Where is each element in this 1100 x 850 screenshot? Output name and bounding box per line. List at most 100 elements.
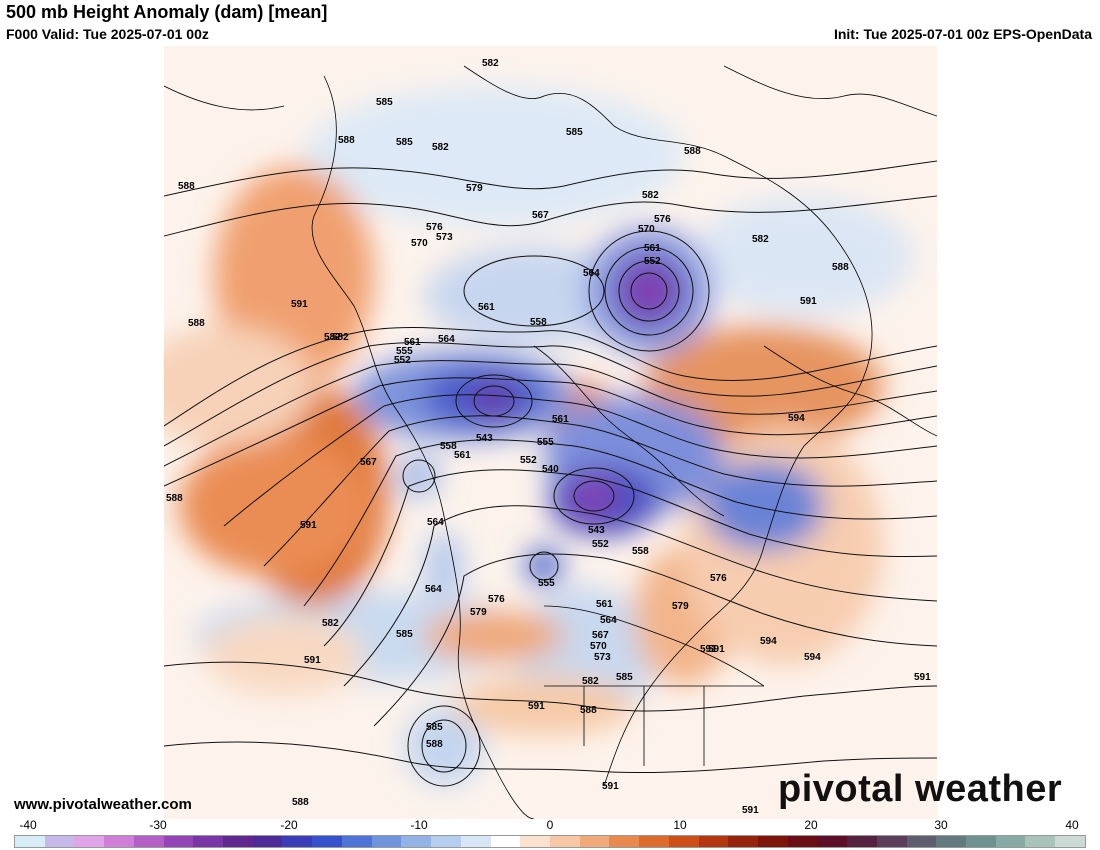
- website-url[interactable]: www.pivotalweather.com: [14, 796, 192, 813]
- colorbar-swatch: [728, 836, 758, 847]
- contour-label: 585: [396, 629, 413, 640]
- contour-label: 576: [710, 573, 727, 584]
- colorbar-swatch: [282, 836, 313, 847]
- colorbar-swatch: [668, 836, 699, 847]
- contour-label: 567: [592, 630, 609, 641]
- coastlines: [164, 65, 937, 819]
- colorbar-tick: 10: [673, 818, 687, 832]
- contour-label: 579: [466, 183, 483, 194]
- contour-label: 540: [542, 464, 559, 475]
- colorbar-swatch: [698, 836, 729, 847]
- contour-label: 570: [411, 238, 428, 249]
- contour-label: 552: [592, 539, 609, 550]
- contour-label: 579: [470, 607, 487, 618]
- contour-label: 588: [684, 146, 701, 157]
- colorbar-swatch: [163, 836, 194, 847]
- contour-label: 591: [528, 701, 545, 712]
- map-canvas: 582 585 582 588 585 588 579 588 585 582 …: [164, 46, 937, 819]
- contour-label: 588: [338, 135, 355, 146]
- contour-label: 561: [454, 450, 471, 461]
- contour-label: 585: [616, 672, 633, 683]
- contour-label: 585: [396, 137, 413, 148]
- contour-label: 591: [914, 672, 931, 683]
- colorbar-tick: 30: [934, 818, 948, 832]
- colorbar-swatch: [1025, 836, 1056, 847]
- contour-label: 564: [427, 517, 444, 528]
- colorbar-swatch: [549, 836, 580, 847]
- colorbar-swatch: [876, 836, 907, 847]
- contour-label: 561: [404, 337, 421, 348]
- colorbar-tick: 40: [1065, 818, 1079, 832]
- contour-label: 555: [396, 346, 413, 357]
- contour-label: 594: [788, 413, 805, 424]
- contour-label: 576: [488, 594, 505, 605]
- contour-label: 585: [426, 722, 443, 733]
- contour-label: 573: [594, 652, 611, 663]
- contour-label: 582: [482, 58, 499, 69]
- contour-label: 585: [566, 127, 583, 138]
- chart-title: 500 mb Height Anomaly (dam) [mean]: [6, 2, 328, 22]
- contour-label: 561: [644, 243, 661, 254]
- contour-label: 594: [804, 652, 821, 663]
- contour-label: 564: [600, 615, 617, 626]
- contour-label: 543: [588, 525, 605, 536]
- contour-label: 591: [602, 781, 619, 792]
- colorbar-swatch: [44, 836, 75, 847]
- colorbar-swatch: [995, 836, 1026, 847]
- colorbar-swatch: [757, 836, 788, 847]
- colorbar-tick: 0: [546, 818, 554, 832]
- colorbar-swatch: [906, 836, 937, 847]
- contour-label: 582: [324, 332, 341, 343]
- contour-label: 591: [800, 296, 817, 307]
- contour-label: 591: [708, 644, 725, 655]
- contour-label: 561: [478, 302, 495, 313]
- colorbar-swatch: [74, 836, 105, 847]
- contour-label: 582: [322, 618, 339, 629]
- anomaly-shading: [164, 86, 914, 786]
- valid-time: F000 Valid: Tue 2025-07-01 00z: [6, 26, 209, 42]
- contour-label: 555: [538, 578, 555, 589]
- contour-label: 564: [583, 268, 600, 279]
- colorbar-swatch: [252, 836, 283, 847]
- contour-label-layer: 582 585 582 588 585 588 579 588 585 582 …: [166, 58, 931, 816]
- contour-label: 573: [436, 232, 453, 243]
- colorbar-swatch: [371, 836, 402, 847]
- contour-label: 591: [304, 655, 321, 666]
- contour-label: 564: [425, 584, 442, 595]
- colorbar-tick: -20: [280, 818, 298, 832]
- contour-label: 558: [440, 441, 457, 452]
- contour-label: 582: [582, 676, 599, 687]
- contour-label: 561: [552, 414, 569, 425]
- contour-label: 570: [590, 641, 607, 652]
- contour-label: 555: [537, 437, 554, 448]
- colorbar: [14, 835, 1086, 848]
- contour-label: 567: [360, 457, 377, 468]
- contour-label: 588: [580, 705, 597, 716]
- colorbar-swatch: [223, 836, 253, 847]
- colorbar-swatch: [609, 836, 640, 847]
- contour-label: 552: [520, 455, 537, 466]
- colorbar-swatch: [15, 836, 45, 847]
- contour-label: 576: [426, 222, 443, 233]
- anomaly-map[interactable]: 582 585 582 588 585 588 579 588 585 582 …: [164, 46, 937, 819]
- contour-label: 561: [596, 599, 613, 610]
- contour-label: 591: [700, 644, 717, 655]
- contour-label: 582: [432, 142, 449, 153]
- contour-label: 552: [394, 355, 411, 366]
- contour-label: 558: [632, 546, 649, 557]
- contour-label: 582: [752, 234, 769, 245]
- contour-label: 576: [654, 214, 671, 225]
- contour-label: 591: [291, 299, 308, 310]
- colorbar-tick: -40: [19, 818, 37, 832]
- colorbar-swatch: [341, 836, 372, 847]
- contour-label: 570: [638, 224, 655, 235]
- contour-label: 588: [166, 493, 183, 504]
- colorbar-swatch: [520, 836, 550, 847]
- colorbar-swatch: [639, 836, 669, 847]
- contour-label: 579: [672, 601, 689, 612]
- colorbar-swatch: [133, 836, 164, 847]
- contour-label: 588: [178, 181, 195, 192]
- init-time: Init: Tue 2025-07-01 00z EPS-OpenData: [833, 26, 1092, 42]
- colorbar-swatch: [817, 836, 848, 847]
- colorbar-swatch: [104, 836, 134, 847]
